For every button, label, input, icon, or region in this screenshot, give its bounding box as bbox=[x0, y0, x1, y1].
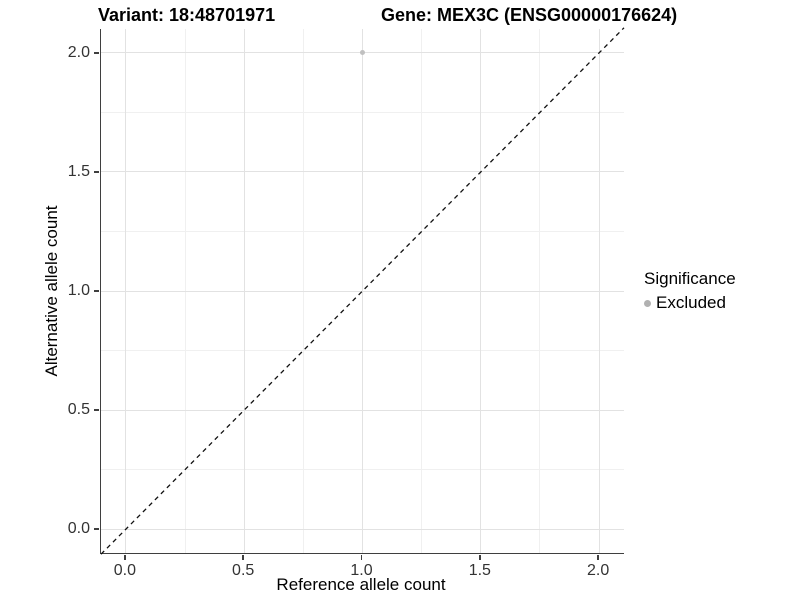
x-tick-mark bbox=[360, 554, 363, 560]
legend-point-icon bbox=[644, 299, 651, 307]
legend-item-excluded: Excluded bbox=[644, 293, 736, 313]
y-tick-mark bbox=[93, 528, 99, 530]
x-tick-label: 1.0 bbox=[350, 562, 373, 579]
x-axis-title: Reference allele count bbox=[276, 575, 446, 594]
y-tick-mark bbox=[93, 52, 99, 54]
x-tick-label: 2.0 bbox=[587, 562, 610, 579]
gridline-y-major bbox=[101, 171, 624, 173]
y-tick-mark bbox=[93, 171, 99, 173]
y-tick-label: 0.5 bbox=[67, 401, 90, 419]
x-tick-mark bbox=[479, 554, 481, 560]
y-tick-label: 0.0 bbox=[67, 520, 90, 538]
x-tick-label: 0.0 bbox=[113, 562, 136, 579]
y-axis-title: Alternative allele count bbox=[42, 205, 61, 377]
y-tick-label: 1.5 bbox=[67, 162, 90, 180]
x-tick-mark bbox=[597, 554, 599, 560]
y-tick-mark bbox=[93, 409, 99, 411]
gridline-y-major bbox=[101, 528, 624, 530]
legend-item-label: Excluded bbox=[656, 293, 726, 312]
x-tick-label: 1.5 bbox=[468, 562, 491, 579]
data-point-excluded bbox=[360, 50, 365, 56]
plot-title-gene: Gene: MEX3C (ENSG00000176624) bbox=[381, 5, 678, 25]
gridline-y-major bbox=[101, 409, 624, 411]
x-tick-mark bbox=[242, 554, 244, 560]
gridline-y-major bbox=[101, 290, 624, 292]
legend-title: Significance bbox=[644, 269, 736, 288]
plot-title-variant: Variant: 18:48701971 bbox=[98, 5, 276, 25]
x-tick-mark bbox=[124, 554, 126, 560]
y-tick-label: 1.0 bbox=[67, 282, 90, 299]
y-tick-mark bbox=[93, 290, 99, 292]
y-tick-label: 2.0 bbox=[67, 43, 90, 61]
x-tick-label: 0.5 bbox=[232, 562, 255, 579]
plot-panel bbox=[100, 27, 625, 555]
identity-line bbox=[100, 27, 625, 555]
legend: Significance Excluded bbox=[644, 269, 736, 313]
